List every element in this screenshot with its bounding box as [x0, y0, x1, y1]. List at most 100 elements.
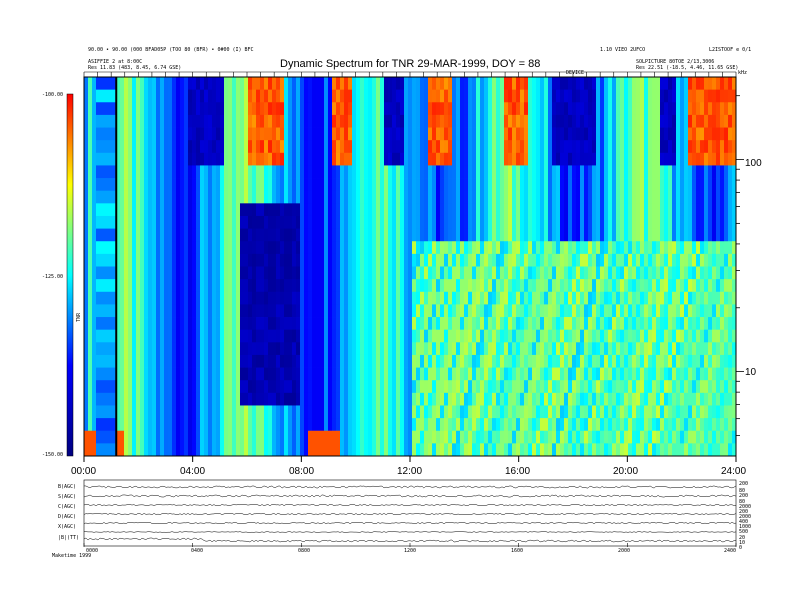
heatmap-cell	[220, 304, 225, 318]
heatmap-cell	[608, 380, 613, 394]
heatmap-cell	[392, 304, 397, 318]
heatmap-cell	[120, 253, 125, 267]
heatmap-cell	[408, 418, 413, 432]
heatmap-cell	[260, 304, 265, 318]
heatmap-cell	[336, 190, 341, 204]
heatmap-cell	[424, 127, 429, 141]
heatmap-cell	[172, 127, 177, 141]
heatmap-cell	[688, 190, 693, 204]
heatmap-cell	[236, 127, 241, 141]
heatmap-cell	[564, 253, 569, 267]
heatmap-cell	[184, 203, 189, 217]
heatmap-cell	[544, 291, 549, 305]
heatmap-cell	[540, 367, 545, 381]
heatmap-cell	[280, 89, 285, 103]
heatmap-cell	[332, 317, 337, 331]
heatmap-cell	[448, 77, 453, 91]
heatmap-cell	[536, 392, 541, 406]
heatmap-cell	[472, 89, 477, 103]
heatmap-cell	[348, 190, 353, 204]
heatmap-cell	[192, 430, 197, 444]
heatmap-cell	[216, 367, 221, 381]
heatmap-cell	[136, 203, 141, 217]
heatmap-cell	[364, 354, 369, 368]
heatmap-cell	[568, 102, 573, 116]
heatmap-cell	[488, 178, 493, 192]
heatmap-cell	[164, 367, 169, 381]
heatmap-cell	[208, 317, 213, 331]
heatmap-cell	[584, 89, 589, 103]
heatmap-cell	[172, 279, 177, 293]
heatmap-cell	[320, 228, 325, 242]
heatmap-cell	[292, 418, 297, 432]
heatmap-cell	[672, 77, 677, 91]
heatmap-cell	[492, 279, 497, 293]
heatmap-cell	[508, 77, 513, 91]
heatmap-cell	[640, 165, 645, 179]
heatmap-cell	[628, 127, 633, 141]
heatmap-cell	[264, 266, 269, 280]
heatmap-cell	[692, 279, 697, 293]
heatmap-cell	[640, 367, 645, 381]
heatmap-cell	[336, 317, 341, 331]
heatmap-cell	[88, 405, 93, 419]
heatmap-cell	[552, 279, 557, 293]
heatmap-cell	[544, 102, 549, 116]
heatmap-cell	[212, 443, 217, 457]
heatmap-cell	[136, 114, 141, 128]
heatmap-cell	[592, 392, 597, 406]
heatmap-cell	[712, 165, 717, 179]
heatmap-cell	[392, 215, 397, 229]
heatmap-cell	[248, 304, 253, 318]
heatmap-cell	[292, 405, 297, 419]
heatmap-cell	[236, 253, 241, 267]
heatmap-cell	[332, 430, 337, 444]
heatmap-cell	[592, 354, 597, 368]
heatmap-cell	[328, 165, 333, 179]
info-left-3: Res 11.83 (483, 8.45, 6.74 GSE)	[88, 65, 182, 71]
heatmap-cell	[128, 405, 133, 419]
heatmap-cell	[464, 127, 469, 141]
heatmap-cell	[304, 392, 309, 406]
heatmap-cell	[552, 165, 557, 179]
heatmap-cell	[524, 102, 529, 116]
heatmap-cell	[592, 178, 597, 192]
heatmap-cell	[252, 140, 257, 154]
heatmap-cell	[408, 178, 413, 192]
heatmap-cell	[416, 367, 421, 381]
heatmap-cell	[592, 443, 597, 457]
heatmap-cell	[380, 443, 385, 457]
heatmap-cell	[376, 215, 381, 229]
heatmap-cell	[680, 418, 685, 432]
heatmap-cell	[132, 228, 137, 242]
heatmap-cell	[100, 253, 105, 267]
heatmap-cell	[520, 405, 525, 419]
heatmap-cell	[240, 405, 245, 419]
heatmap-cell	[564, 405, 569, 419]
heatmap-cell	[220, 102, 225, 116]
heatmap-cell	[180, 291, 185, 305]
heatmap-cell	[552, 354, 557, 368]
heatmap-cell	[236, 279, 241, 293]
heatmap-cell	[472, 380, 477, 394]
heatmap-cell	[200, 392, 205, 406]
heatmap-cell	[112, 77, 117, 91]
heatmap-cell	[276, 89, 281, 103]
heatmap-cell	[332, 392, 337, 406]
heatmap-cell	[92, 178, 97, 192]
heatmap-cell	[680, 329, 685, 343]
heatmap-cell	[84, 102, 89, 116]
heatmap-cell	[484, 367, 489, 381]
heatmap-cell	[528, 241, 533, 255]
heatmap-cell	[212, 329, 217, 343]
heatmap-cell	[516, 304, 521, 318]
heatmap-cell	[404, 418, 409, 432]
heatmap-cell	[212, 291, 217, 305]
heatmap-cell	[176, 317, 181, 331]
heatmap-cell	[668, 215, 673, 229]
heatmap-cell	[508, 443, 513, 457]
heatmap-cell	[440, 178, 445, 192]
heatmap-cell	[376, 165, 381, 179]
heatmap-cell	[192, 266, 197, 280]
heatmap-cell	[648, 77, 653, 91]
